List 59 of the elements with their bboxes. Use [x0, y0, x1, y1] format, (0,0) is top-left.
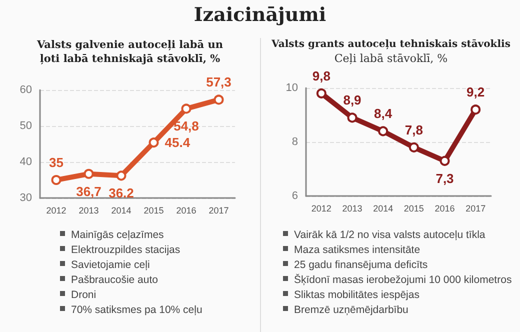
- x-tick-label: 2017: [466, 204, 486, 214]
- data-label: 7,3: [436, 170, 454, 186]
- point: [316, 88, 326, 98]
- point: [116, 170, 126, 181]
- point: [408, 142, 419, 152]
- x-tick-label: 2014: [373, 204, 394, 214]
- y-tick-label: 8: [292, 136, 298, 148]
- y-tick-label: 30: [20, 192, 32, 204]
- data-label: 9,8: [312, 68, 330, 84]
- chart-title: Valsts grants autoceļu tehniskais stāvoklis: [270, 38, 512, 52]
- text: Sliktas mobilitātes iespējas: [293, 288, 420, 303]
- point: [470, 104, 481, 115]
- text: Mainīgās ceļazīmes: [70, 228, 165, 243]
- text: Elektrouzpildes stacijas: [70, 243, 182, 258]
- data-label: 45.4: [164, 135, 191, 150]
- x-tick-label: 2016: [176, 206, 196, 216]
- y-tick-label: 50: [20, 120, 32, 132]
- x-tick-label: 2013: [78, 206, 99, 216]
- point: [347, 112, 358, 123]
- point: [148, 138, 159, 148]
- y-tick-label: 60: [20, 84, 32, 96]
- point: [84, 168, 94, 179]
- x-tick-label: 2013: [342, 204, 362, 214]
- x-tick-label: 2012: [46, 206, 66, 216]
- x-tick-label: 2015: [404, 204, 424, 214]
- point: [214, 94, 224, 105]
- data-label: 9,2: [466, 84, 485, 100]
- text: Droni: [70, 288, 98, 303]
- y-tick-label: 6: [292, 190, 298, 202]
- x-tick-label: 2014: [111, 206, 132, 216]
- chart-title: Valsts galvenie autoceļi labā un ļoti labā tehniskajā stāvoklī, %: [36, 38, 224, 66]
- chart-subtitle: Ceļi labā stāvoklī, %: [333, 52, 449, 66]
- x-tick-label: 2016: [434, 204, 455, 214]
- text: Bremzē uzņēmējdarbību: [293, 303, 410, 318]
- y-tick-label: 40: [20, 156, 32, 168]
- point: [378, 126, 388, 136]
- text: Vairāk kā 1/2 no visa valsts autoceļu tīkla: [293, 228, 486, 243]
- text: Šķīdonī masas ierobežojumi 10 000 kilometros: [293, 273, 512, 288]
- point: [51, 175, 62, 185]
- text: 25 gadu finansējuma deficīts: [293, 258, 429, 273]
- data-label: 8,4: [374, 106, 393, 122]
- text: Maza satiksmes intensitāte: [293, 243, 422, 258]
- x-tick-label: 2015: [144, 206, 164, 216]
- text: Savietojamie ceļi: [70, 258, 151, 273]
- data-label: 35: [49, 155, 64, 170]
- data-label: 54,8: [174, 118, 199, 134]
- data-label: 7,8: [404, 122, 423, 138]
- x-tick-label: 2017: [208, 206, 229, 216]
- data-label: 57,3: [206, 74, 232, 90]
- data-label: 36,7: [76, 184, 102, 199]
- point: [440, 156, 450, 166]
- data-label: 8,9: [343, 92, 362, 108]
- y-tick-label: 10: [286, 82, 298, 94]
- data-label: 36.2: [108, 186, 134, 201]
- x-tick-label: 2012: [311, 204, 332, 214]
- text: 70% satiksmes pa 10% ceļu: [70, 303, 202, 318]
- text: Izaicinājumi: [192, 4, 328, 26]
- point: [181, 104, 192, 114]
- text: Pašbraucošie auto: [70, 273, 159, 288]
